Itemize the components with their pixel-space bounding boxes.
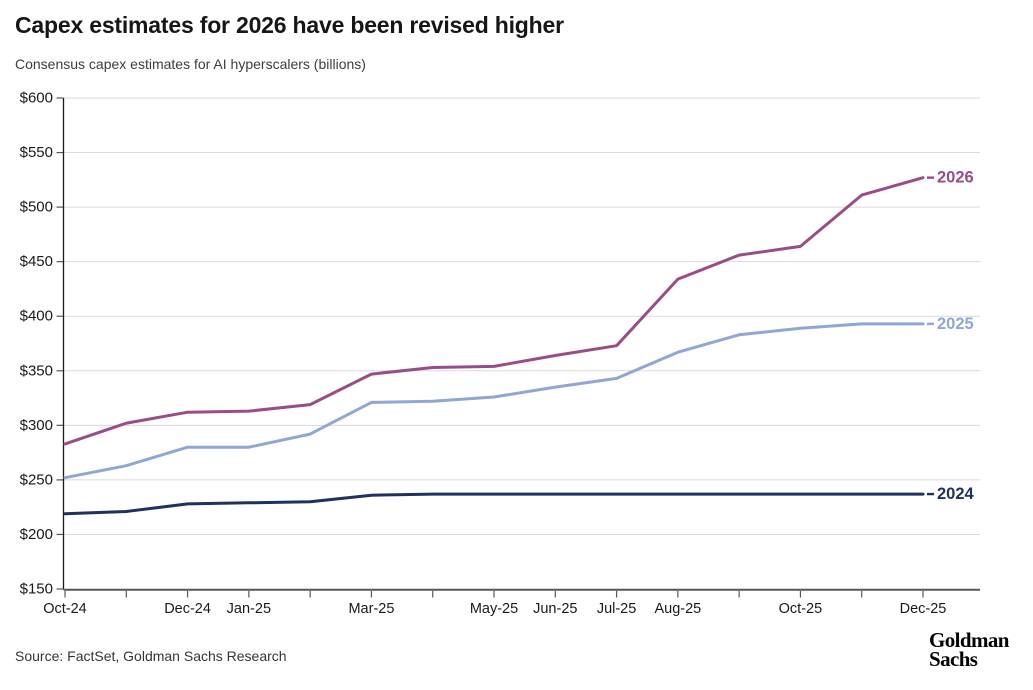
x-tick-label: Jan-25 xyxy=(227,601,271,617)
y-tick-label: $400 xyxy=(20,308,53,325)
series-line-2025 xyxy=(63,322,925,480)
series-label-2024: 2024 xyxy=(937,485,975,503)
x-tick-label: Dec-25 xyxy=(900,601,947,617)
series-line-2024 xyxy=(63,492,925,516)
source-note: Source: FactSet, Goldman Sachs Research xyxy=(15,648,287,664)
y-tick-label: $300 xyxy=(20,417,53,434)
x-tick-label: Oct-25 xyxy=(779,601,823,617)
x-tick-label: Oct-24 xyxy=(43,601,87,617)
goldman-sachs-logo: Goldman Sachs xyxy=(929,628,1009,671)
y-tick-label: $450 xyxy=(20,253,53,270)
logo-line-1: Goldman xyxy=(929,628,1009,652)
y-tick-label: $150 xyxy=(20,581,53,598)
x-tick-label: May-25 xyxy=(470,601,518,617)
series-line-2026 xyxy=(63,176,925,446)
y-tick-label: $500 xyxy=(20,199,53,216)
x-tick-label: Dec-24 xyxy=(164,601,211,617)
x-tick-label: Aug-25 xyxy=(654,601,701,617)
series-label-2026: 2026 xyxy=(937,169,974,187)
logo-line-2: Sachs xyxy=(929,647,978,671)
y-tick-label: $600 xyxy=(20,90,53,107)
y-tick-label: $200 xyxy=(20,526,53,543)
series-label-2025: 2025 xyxy=(937,315,974,333)
x-tick-label: Jun-25 xyxy=(533,601,577,617)
x-tick-label: Jul-25 xyxy=(597,601,637,617)
chart-title: Capex estimates for 2026 have been revis… xyxy=(15,12,564,38)
y-tick-label: $350 xyxy=(20,362,53,379)
y-tick-label: $550 xyxy=(20,144,53,161)
y-tick-label: $250 xyxy=(20,471,53,488)
chart-subtitle: Consensus capex estimates for AI hypersc… xyxy=(15,56,366,72)
x-tick-label: Mar-25 xyxy=(348,601,394,617)
